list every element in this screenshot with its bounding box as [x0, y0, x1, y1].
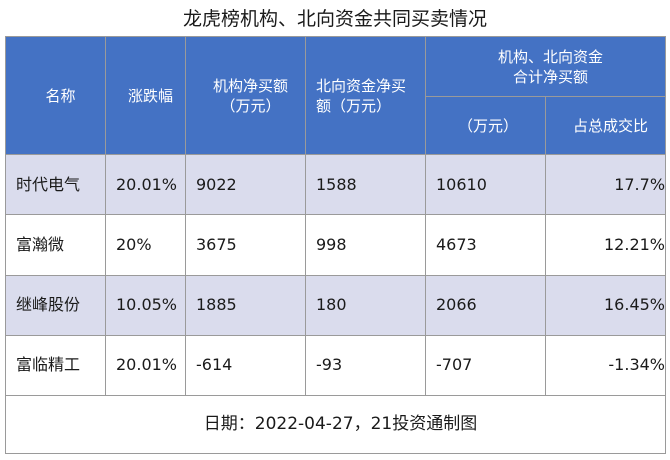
row-ratio: 16.45% — [544, 274, 667, 336]
header-north: 北向资金净买 额（万元） — [305, 35, 426, 156]
row-total: 2066 — [425, 274, 546, 336]
table-row: 富瀚微 20% 3675 998 4673 12.21% — [5, 214, 667, 276]
row-inst: 3675 — [185, 214, 306, 276]
header-combined-unit: （万元） — [425, 96, 546, 156]
row-ratio: 12.21% — [544, 214, 667, 276]
row-north: -93 — [305, 334, 426, 396]
header-inst: 机构净买额 （万元） — [185, 35, 306, 156]
row-name: 时代电气 — [5, 154, 106, 216]
header-row: 名称 涨跌幅 机构净买额 （万元） 北向资金净买 额（万元） 机构、北向资金 合… — [5, 35, 667, 156]
header-combined-ratio: 占总成交比 — [544, 96, 667, 156]
row-name: 继峰股份 — [5, 274, 106, 336]
footer-row: 日期：2022-04-27，21投资通制图 — [4, 394, 667, 455]
row-inst: -614 — [185, 334, 306, 396]
row-name: 富瀚微 — [5, 214, 106, 276]
row-total: -707 — [425, 334, 546, 396]
header-combined: 机构、北向资金 合计净买额 — [424, 35, 667, 98]
row-change: 20.01% — [105, 334, 186, 396]
table-row: 继峰股份 10.05% 1885 180 2066 16.45% — [5, 274, 667, 336]
footer-caption: 日期：2022-04-27，21投资通制图 — [4, 394, 667, 455]
header-inst-line1: 机构净买额 — [212, 76, 288, 95]
header-inst-line2: （万元） — [220, 96, 281, 115]
page-title: 龙虎榜机构、北向资金共同买卖情况 — [182, 8, 487, 30]
row-north: 180 — [305, 274, 426, 336]
row-change: 20.01% — [105, 154, 186, 216]
table-row: 富临精工 20.01% -614 -93 -707 -1.34% — [5, 334, 667, 396]
header-north-line2: 额（万元） — [316, 96, 392, 115]
data-table: 名称 涨跌幅 机构净买额 （万元） 北向资金净买 额（万元） 机构、北向资金 合… — [4, 35, 667, 455]
header-combined-line2: 合计净买额 — [513, 67, 589, 86]
header-change: 涨跌幅 — [105, 35, 186, 156]
row-total: 10610 — [425, 154, 546, 216]
row-north: 998 — [305, 214, 426, 276]
header-name: 名称 — [5, 35, 106, 156]
row-change: 20% — [105, 214, 186, 276]
row-change: 10.05% — [105, 274, 186, 336]
row-ratio: 17.7% — [544, 154, 667, 216]
row-inst: 1885 — [185, 274, 306, 336]
row-ratio: -1.34% — [544, 334, 667, 396]
row-total: 4673 — [425, 214, 546, 276]
row-name: 富临精工 — [5, 334, 106, 396]
header-subrow: （万元） 占总成交比 — [6, 96, 667, 156]
table-row: 时代电气 20.01% 9022 1588 10610 17.7% — [5, 154, 667, 216]
header-combined-line1: 机构、北向资金 — [498, 47, 604, 66]
header-north-line1: 北向资金净买 — [316, 76, 407, 95]
row-north: 1588 — [305, 154, 426, 216]
row-inst: 9022 — [185, 154, 306, 216]
